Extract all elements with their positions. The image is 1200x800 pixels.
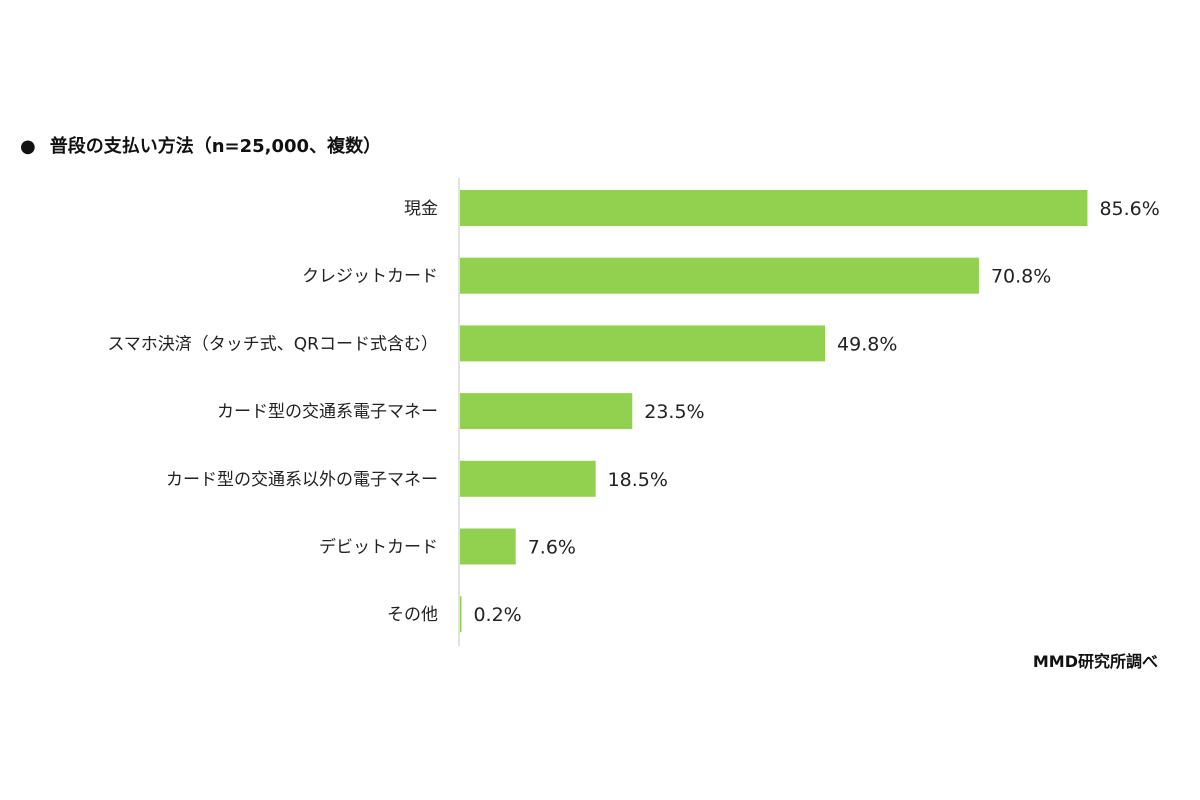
chart-title-text: 普段の支払い方法（n=25,000、複数） bbox=[49, 136, 382, 157]
source-note: MMD研究所調べ bbox=[1032, 652, 1158, 671]
category-label: クレジットカード bbox=[302, 267, 438, 287]
category-label: カード型の交通系電子マネー bbox=[217, 402, 438, 422]
category-label: カード型の交通系以外の電子マネー bbox=[166, 470, 438, 490]
bar bbox=[460, 190, 1088, 226]
bar bbox=[460, 325, 826, 362]
bars-group: 現金 85.6% クレジットカード 70.8% スマホ決済（タッチ式、QRコード式含む）… bbox=[107, 190, 1160, 633]
category-label: 現金 bbox=[404, 199, 438, 219]
category-label: スマホ決済（タッチ式、QRコード式含む） bbox=[107, 334, 438, 354]
value-label: 7.6% bbox=[528, 537, 576, 559]
value-label: 49.8% bbox=[837, 333, 897, 355]
category-label: デビットカード bbox=[319, 537, 438, 558]
chart-title: ● 普段の支払い方法（n=25,000、複数） bbox=[20, 132, 381, 158]
value-label: 70.8% bbox=[991, 266, 1051, 288]
bar bbox=[460, 460, 596, 497]
bullet-icon: ● bbox=[20, 136, 36, 157]
bar bbox=[460, 393, 633, 430]
bar bbox=[460, 596, 462, 633]
category-label: その他 bbox=[387, 605, 438, 625]
value-label: 85.6% bbox=[1099, 198, 1159, 220]
bar bbox=[460, 528, 516, 565]
bar bbox=[460, 257, 979, 294]
value-label: 23.5% bbox=[644, 401, 704, 423]
value-label: 18.5% bbox=[608, 469, 668, 491]
value-label: 0.2% bbox=[473, 604, 521, 626]
